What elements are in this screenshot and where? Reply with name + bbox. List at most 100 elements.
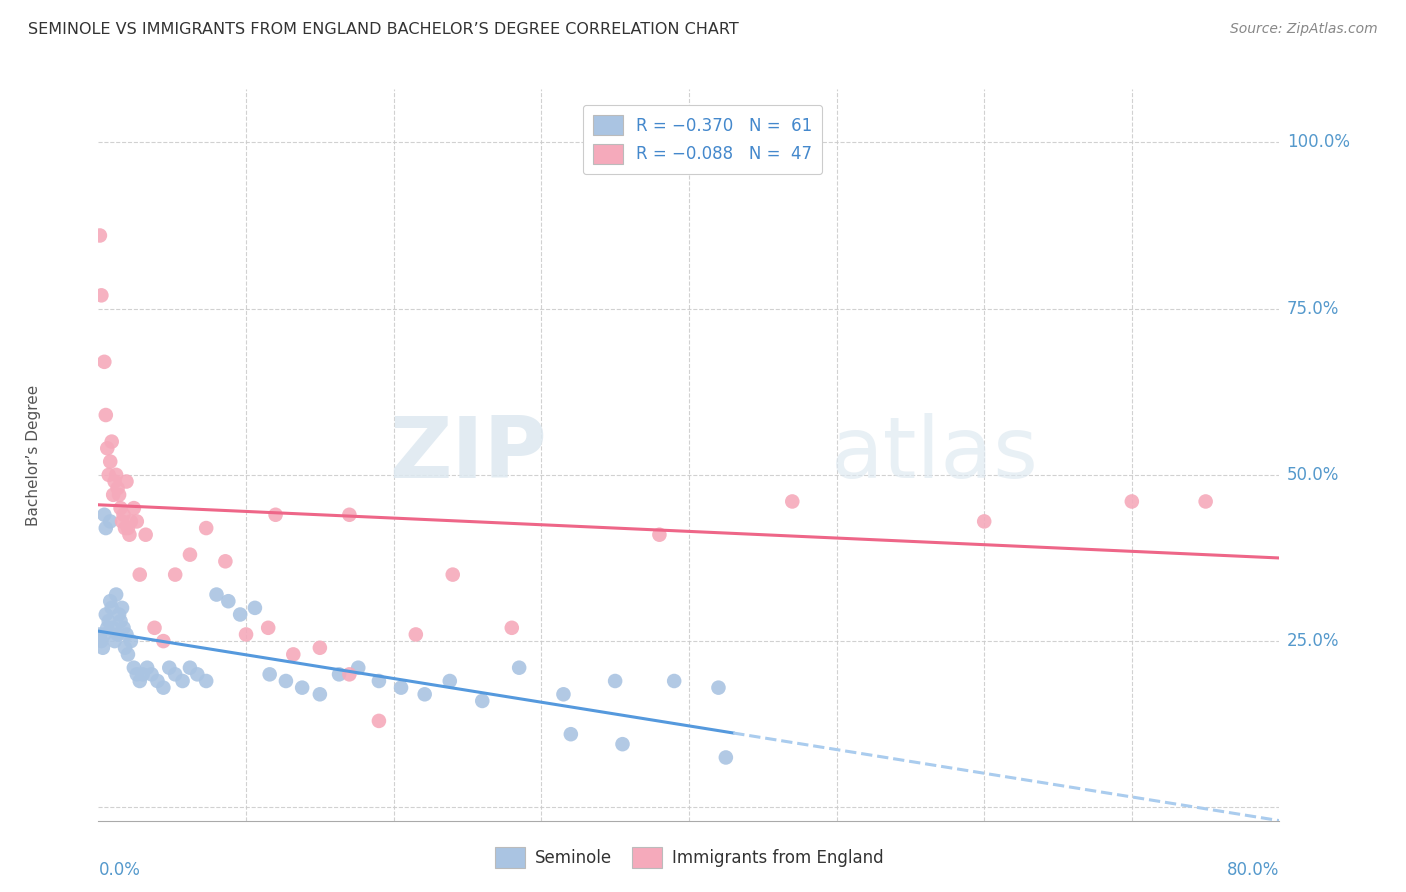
- Point: [122, 501, 145, 516]
- Point: [111, 600, 134, 615]
- Point: [125, 515, 148, 529]
- Point: [98, 515, 121, 529]
- Point: [110, 501, 132, 516]
- Point: [157, 661, 180, 675]
- Point: [257, 621, 280, 635]
- Point: [125, 667, 148, 681]
- Point: [973, 515, 995, 529]
- Point: [274, 673, 297, 688]
- Point: [104, 634, 127, 648]
- Point: [179, 661, 201, 675]
- Point: [128, 567, 150, 582]
- Point: [283, 648, 305, 662]
- Point: [368, 714, 391, 728]
- Point: [112, 508, 135, 522]
- Point: [115, 627, 138, 641]
- Point: [707, 681, 730, 695]
- Point: [89, 627, 111, 641]
- Point: [122, 661, 145, 675]
- Point: [96, 621, 118, 635]
- Point: [132, 667, 155, 681]
- Point: [195, 673, 218, 688]
- Point: [172, 673, 194, 688]
- Point: [560, 727, 582, 741]
- Point: [165, 567, 187, 582]
- Point: [309, 640, 332, 655]
- Point: [714, 750, 737, 764]
- Point: [100, 434, 122, 449]
- Text: ZIP: ZIP: [389, 413, 547, 497]
- Point: [103, 488, 125, 502]
- Point: [217, 594, 239, 608]
- Point: [94, 408, 117, 422]
- Text: 25.0%: 25.0%: [1286, 632, 1340, 650]
- Point: [229, 607, 252, 622]
- Point: [337, 667, 360, 681]
- Point: [291, 681, 314, 695]
- Text: 75.0%: 75.0%: [1286, 300, 1340, 318]
- Point: [89, 228, 111, 243]
- Point: [152, 681, 174, 695]
- Point: [389, 681, 412, 695]
- Point: [405, 627, 427, 641]
- Point: [471, 694, 494, 708]
- Point: [110, 614, 132, 628]
- Point: [441, 567, 464, 582]
- Point: [143, 621, 166, 635]
- Point: [439, 673, 461, 688]
- Point: [553, 687, 575, 701]
- Text: 80.0%: 80.0%: [1227, 861, 1279, 879]
- Point: [118, 527, 141, 541]
- Point: [108, 607, 131, 622]
- Point: [165, 667, 187, 681]
- Point: [612, 737, 634, 751]
- Text: 100.0%: 100.0%: [1286, 134, 1350, 152]
- Point: [243, 600, 266, 615]
- Point: [1195, 494, 1218, 508]
- Point: [97, 614, 120, 628]
- Point: [93, 508, 115, 522]
- Point: [93, 355, 115, 369]
- Point: [98, 594, 121, 608]
- Point: [235, 627, 257, 641]
- Point: [501, 621, 523, 635]
- Point: [337, 508, 360, 522]
- Point: [114, 640, 136, 655]
- Text: Source: ZipAtlas.com: Source: ZipAtlas.com: [1230, 22, 1378, 37]
- Point: [205, 588, 228, 602]
- Point: [508, 661, 530, 675]
- Point: [100, 600, 122, 615]
- Point: [782, 494, 804, 508]
- Point: [98, 454, 121, 468]
- Point: [195, 521, 218, 535]
- Point: [179, 548, 201, 562]
- Point: [264, 508, 287, 522]
- Point: [117, 648, 139, 662]
- Point: [105, 588, 128, 602]
- Point: [108, 488, 131, 502]
- Point: [94, 521, 117, 535]
- Point: [114, 521, 136, 535]
- Point: [111, 515, 134, 529]
- Point: [347, 661, 370, 675]
- Text: 50.0%: 50.0%: [1286, 466, 1340, 483]
- Point: [141, 667, 163, 681]
- Point: [648, 527, 671, 541]
- Point: [152, 634, 174, 648]
- Point: [413, 687, 436, 701]
- Point: [90, 634, 112, 648]
- Point: [120, 634, 142, 648]
- Point: [117, 521, 139, 535]
- Point: [186, 667, 208, 681]
- Point: [1121, 494, 1143, 508]
- Point: [96, 442, 118, 456]
- Point: [104, 475, 127, 489]
- Text: 0.0%: 0.0%: [98, 861, 141, 879]
- Point: [146, 673, 169, 688]
- Point: [128, 673, 150, 688]
- Legend: Seminole, Immigrants from England: Seminole, Immigrants from England: [488, 841, 890, 874]
- Point: [368, 673, 391, 688]
- Text: Bachelor’s Degree: Bachelor’s Degree: [25, 384, 41, 525]
- Point: [664, 673, 686, 688]
- Text: SEMINOLE VS IMMIGRANTS FROM ENGLAND BACHELOR’S DEGREE CORRELATION CHART: SEMINOLE VS IMMIGRANTS FROM ENGLAND BACH…: [28, 22, 740, 37]
